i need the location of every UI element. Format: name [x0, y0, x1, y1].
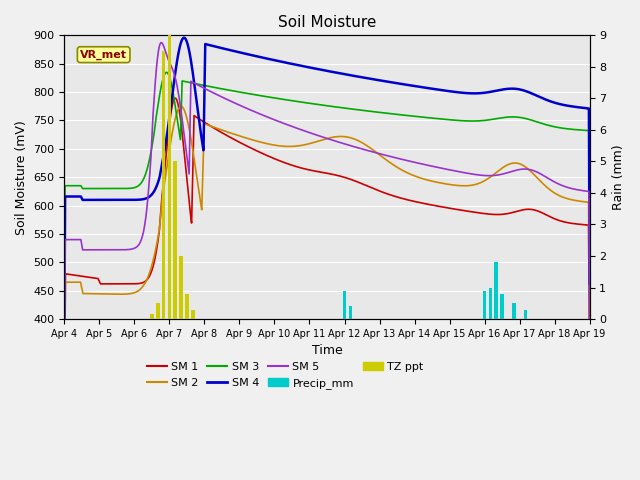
Bar: [162, 51, 165, 319]
Bar: [349, 306, 352, 319]
Bar: [495, 263, 498, 319]
Bar: [500, 294, 504, 319]
X-axis label: Time: Time: [312, 344, 342, 357]
Bar: [488, 288, 492, 319]
Bar: [524, 310, 527, 319]
Bar: [342, 291, 346, 319]
Legend: SM 1, SM 2, SM 3, SM 4, SM 5, Precip_mm, TZ ppt: SM 1, SM 2, SM 3, SM 4, SM 5, Precip_mm,…: [142, 358, 428, 393]
Bar: [185, 294, 189, 319]
Bar: [191, 310, 195, 319]
Bar: [150, 314, 154, 319]
Bar: [512, 303, 516, 319]
Bar: [168, 36, 172, 319]
Bar: [173, 161, 177, 319]
Title: Soil Moisture: Soil Moisture: [278, 15, 376, 30]
Bar: [156, 303, 159, 319]
Bar: [179, 256, 183, 319]
Bar: [483, 291, 486, 319]
Y-axis label: Rain (mm): Rain (mm): [612, 144, 625, 210]
Text: VR_met: VR_met: [80, 49, 127, 60]
Y-axis label: Soil Moisture (mV): Soil Moisture (mV): [15, 120, 28, 235]
